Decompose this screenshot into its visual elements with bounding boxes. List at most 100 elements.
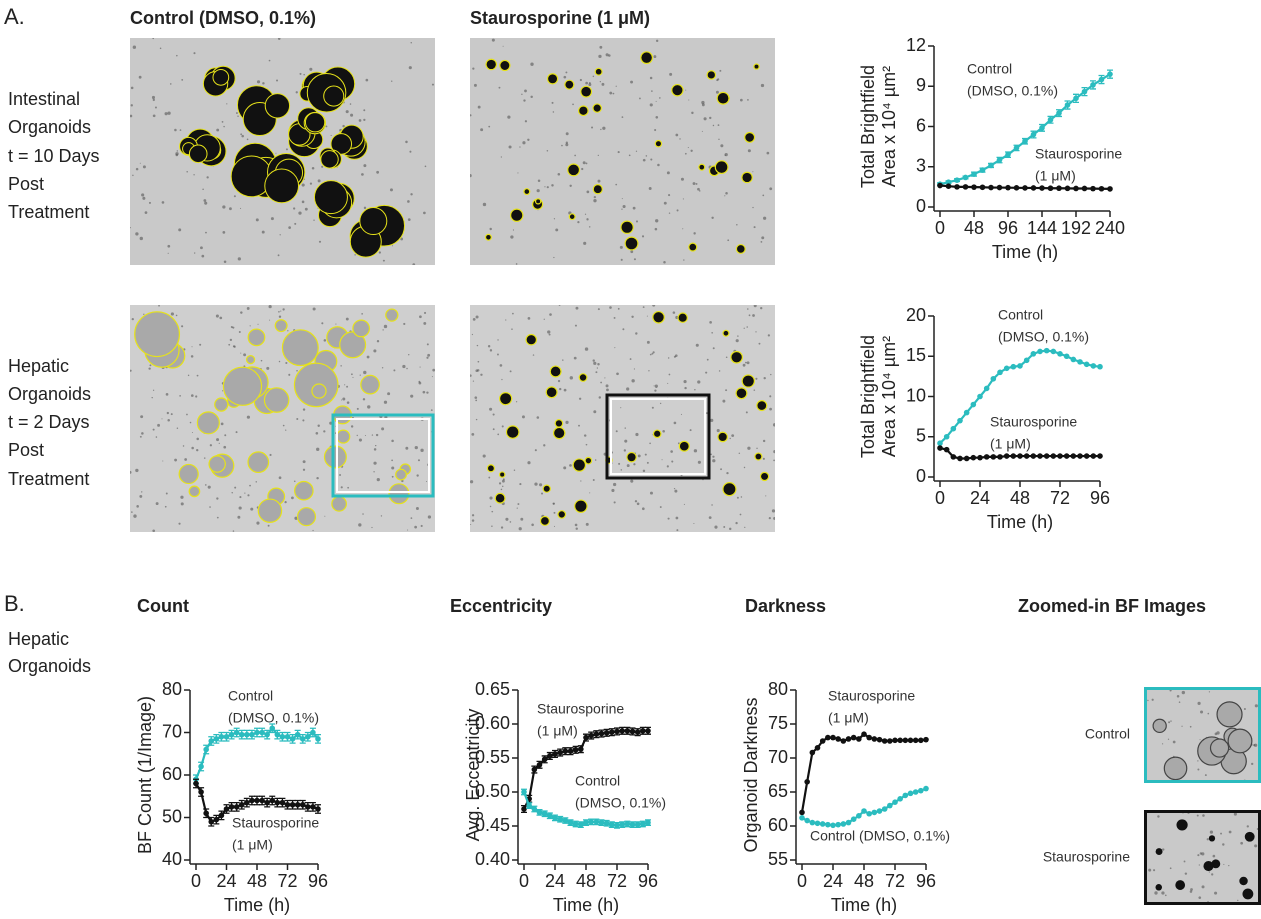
data-point	[1003, 365, 1010, 372]
speck	[330, 134, 332, 137]
x-tick-label: 0	[519, 871, 529, 891]
speck	[772, 423, 775, 427]
speck	[361, 312, 363, 315]
speck	[635, 220, 639, 223]
speck	[655, 219, 659, 223]
speck	[769, 395, 772, 398]
speck	[491, 525, 493, 528]
speck	[203, 457, 206, 459]
speck	[718, 370, 721, 372]
speck	[407, 200, 410, 203]
speck	[513, 469, 516, 471]
data-point	[1017, 453, 1023, 459]
speck	[505, 319, 507, 321]
data-point	[310, 729, 316, 736]
x-tick-label: 48	[576, 871, 596, 891]
speck	[190, 394, 194, 397]
data-point	[850, 734, 857, 741]
data-point	[943, 433, 950, 440]
speck	[216, 128, 220, 132]
speck	[534, 449, 537, 452]
speck	[629, 358, 632, 360]
speck	[266, 366, 270, 370]
organoid	[274, 319, 288, 333]
speck	[400, 237, 404, 241]
speck	[260, 359, 263, 362]
speck	[1176, 694, 1180, 698]
speck	[250, 507, 254, 511]
data-point	[861, 731, 867, 737]
data-point	[1081, 185, 1088, 192]
speck	[364, 434, 366, 437]
speck	[367, 405, 371, 409]
speck	[321, 165, 324, 168]
speck	[720, 468, 722, 471]
data-point	[963, 409, 970, 416]
data-point	[866, 810, 872, 817]
data-point	[945, 183, 952, 190]
data-point	[887, 802, 893, 809]
data-point	[1005, 184, 1011, 191]
speck	[410, 394, 414, 398]
data-point	[840, 738, 847, 744]
speck	[412, 263, 416, 265]
speck	[575, 527, 578, 530]
speck	[288, 226, 291, 229]
speck	[649, 353, 652, 356]
speck	[1198, 896, 1202, 899]
data-point	[923, 785, 929, 792]
speck	[744, 526, 746, 529]
speck	[648, 187, 652, 190]
organoid	[388, 483, 410, 505]
speck	[565, 132, 569, 136]
speck	[302, 408, 306, 411]
speck	[565, 141, 568, 144]
speck	[1161, 743, 1164, 745]
speck	[430, 409, 433, 412]
speck	[617, 307, 620, 310]
speck	[597, 363, 600, 366]
speck	[1184, 872, 1188, 875]
speck	[492, 428, 495, 431]
series-annotation: (1 μM)	[828, 710, 869, 726]
speck	[159, 47, 162, 50]
speck	[591, 126, 594, 129]
speck	[673, 488, 676, 490]
data-point	[804, 817, 810, 824]
organoid	[578, 105, 589, 117]
speck	[614, 347, 616, 349]
speck	[209, 444, 213, 447]
speck	[475, 418, 478, 421]
speck	[196, 374, 199, 377]
speck	[630, 479, 634, 483]
micrograph	[1144, 810, 1261, 905]
x-axis-title: Time (h)	[987, 512, 1053, 532]
data-point	[866, 734, 872, 741]
x-tick-label: 96	[638, 871, 658, 891]
organoid	[498, 471, 506, 478]
speck	[623, 449, 627, 452]
speck	[1151, 698, 1154, 701]
series-annotation: Staurosporine	[828, 688, 915, 704]
speck	[600, 381, 603, 384]
speck	[180, 502, 184, 506]
data-point	[996, 157, 1003, 163]
speck	[298, 211, 302, 215]
speck	[706, 358, 709, 361]
speck	[598, 54, 602, 59]
speck	[724, 154, 726, 156]
speck	[178, 522, 181, 525]
speck	[510, 235, 514, 239]
speck	[635, 150, 638, 152]
speck	[347, 486, 350, 489]
speck	[138, 75, 142, 79]
speck	[668, 212, 671, 214]
data-point	[274, 731, 281, 738]
speck	[304, 207, 308, 211]
speck	[164, 112, 168, 116]
organoid	[304, 112, 326, 133]
speck	[747, 446, 751, 450]
speck	[179, 394, 181, 397]
speck	[705, 371, 708, 374]
